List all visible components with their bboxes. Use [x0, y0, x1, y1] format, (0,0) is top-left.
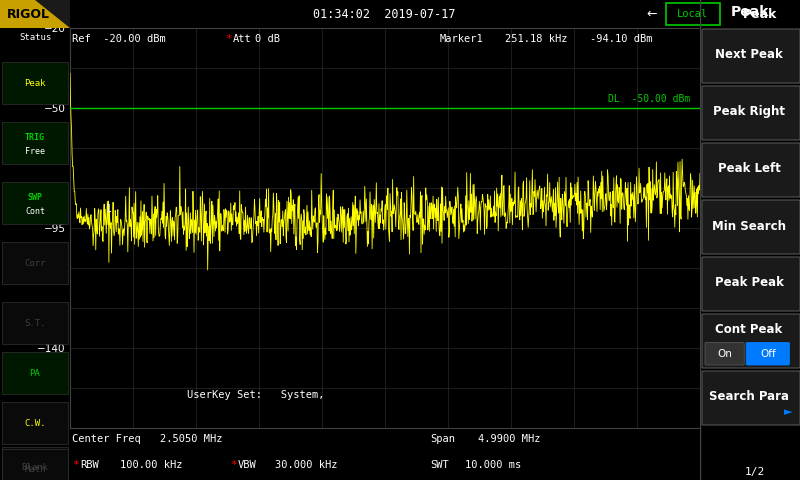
Text: Status: Status — [19, 33, 51, 42]
Text: Marker1: Marker1 — [440, 34, 484, 44]
Text: Ref  -20.00 dBm: Ref -20.00 dBm — [72, 34, 166, 44]
Text: ←: ← — [646, 8, 658, 21]
Text: Blank: Blank — [22, 464, 49, 472]
Bar — [2, 242, 68, 284]
Text: Peak: Peak — [743, 8, 777, 21]
Bar — [2, 122, 68, 164]
Text: TRIG: TRIG — [25, 133, 45, 143]
Bar — [2, 352, 68, 394]
Text: RIGOL: RIGOL — [6, 8, 50, 21]
Text: Search Para: Search Para — [709, 391, 789, 404]
Text: Peak: Peak — [24, 79, 46, 87]
Text: *: * — [72, 460, 78, 470]
Text: Next Peak: Next Peak — [715, 48, 783, 61]
Text: Off: Off — [760, 349, 776, 359]
Text: Cont Peak: Cont Peak — [715, 323, 782, 336]
Bar — [2, 402, 68, 444]
Text: ►: ► — [784, 407, 792, 417]
Text: 0 dB: 0 dB — [255, 34, 280, 44]
Bar — [2, 302, 68, 344]
Text: 30.000 kHz: 30.000 kHz — [275, 460, 338, 470]
Text: Peak Left: Peak Left — [718, 163, 781, 176]
FancyBboxPatch shape — [746, 343, 790, 365]
Text: 2.5050 MHz: 2.5050 MHz — [160, 434, 222, 444]
Text: VBW: VBW — [238, 460, 257, 470]
Text: Local: Local — [677, 9, 709, 19]
Text: 10.000 ms: 10.000 ms — [465, 460, 522, 470]
Bar — [2, 449, 68, 480]
Text: RBW: RBW — [80, 460, 98, 470]
Bar — [2, 447, 68, 480]
FancyBboxPatch shape — [702, 143, 800, 197]
Text: Min Search: Min Search — [712, 219, 786, 232]
Text: 100.00 kHz: 100.00 kHz — [120, 460, 182, 470]
Text: Peak: Peak — [731, 5, 769, 19]
Text: DL  -50.00 dBm: DL -50.00 dBm — [608, 94, 690, 104]
Bar — [2, 182, 68, 224]
FancyBboxPatch shape — [702, 257, 800, 311]
Text: 1: 1 — [106, 204, 112, 214]
Text: Peak Peak: Peak Peak — [714, 276, 783, 289]
Text: SWT: SWT — [430, 460, 449, 470]
Text: Math: Math — [24, 466, 46, 475]
Text: S.T.: S.T. — [24, 319, 46, 327]
Text: UserKey Set:   System,: UserKey Set: System, — [186, 390, 324, 400]
FancyBboxPatch shape — [702, 314, 800, 368]
Text: Center Freq: Center Freq — [72, 434, 141, 444]
FancyBboxPatch shape — [705, 343, 744, 365]
FancyBboxPatch shape — [702, 371, 800, 425]
FancyBboxPatch shape — [702, 200, 800, 254]
FancyBboxPatch shape — [666, 3, 720, 25]
Text: 4.9900 MHz: 4.9900 MHz — [478, 434, 541, 444]
Text: Corr: Corr — [24, 259, 46, 267]
Text: Free: Free — [25, 146, 45, 156]
Text: Span: Span — [430, 434, 455, 444]
FancyBboxPatch shape — [702, 86, 800, 140]
Text: Att: Att — [233, 34, 252, 44]
Bar — [2, 62, 68, 104]
Text: 251.18 kHz: 251.18 kHz — [505, 34, 567, 44]
FancyBboxPatch shape — [702, 29, 800, 83]
Text: -94.10 dBm: -94.10 dBm — [590, 34, 653, 44]
Text: SWP: SWP — [27, 193, 42, 203]
Text: 01:34:02  2019-07-17: 01:34:02 2019-07-17 — [313, 8, 455, 21]
Text: Peak Right: Peak Right — [713, 106, 785, 119]
Text: *: * — [225, 34, 232, 44]
Text: Cont: Cont — [25, 206, 45, 216]
Text: C.W.: C.W. — [24, 419, 46, 428]
Text: *: * — [230, 460, 237, 470]
Text: 1/2: 1/2 — [745, 467, 765, 477]
Text: On: On — [717, 349, 732, 359]
Text: PA: PA — [30, 369, 40, 377]
Polygon shape — [35, 0, 70, 28]
